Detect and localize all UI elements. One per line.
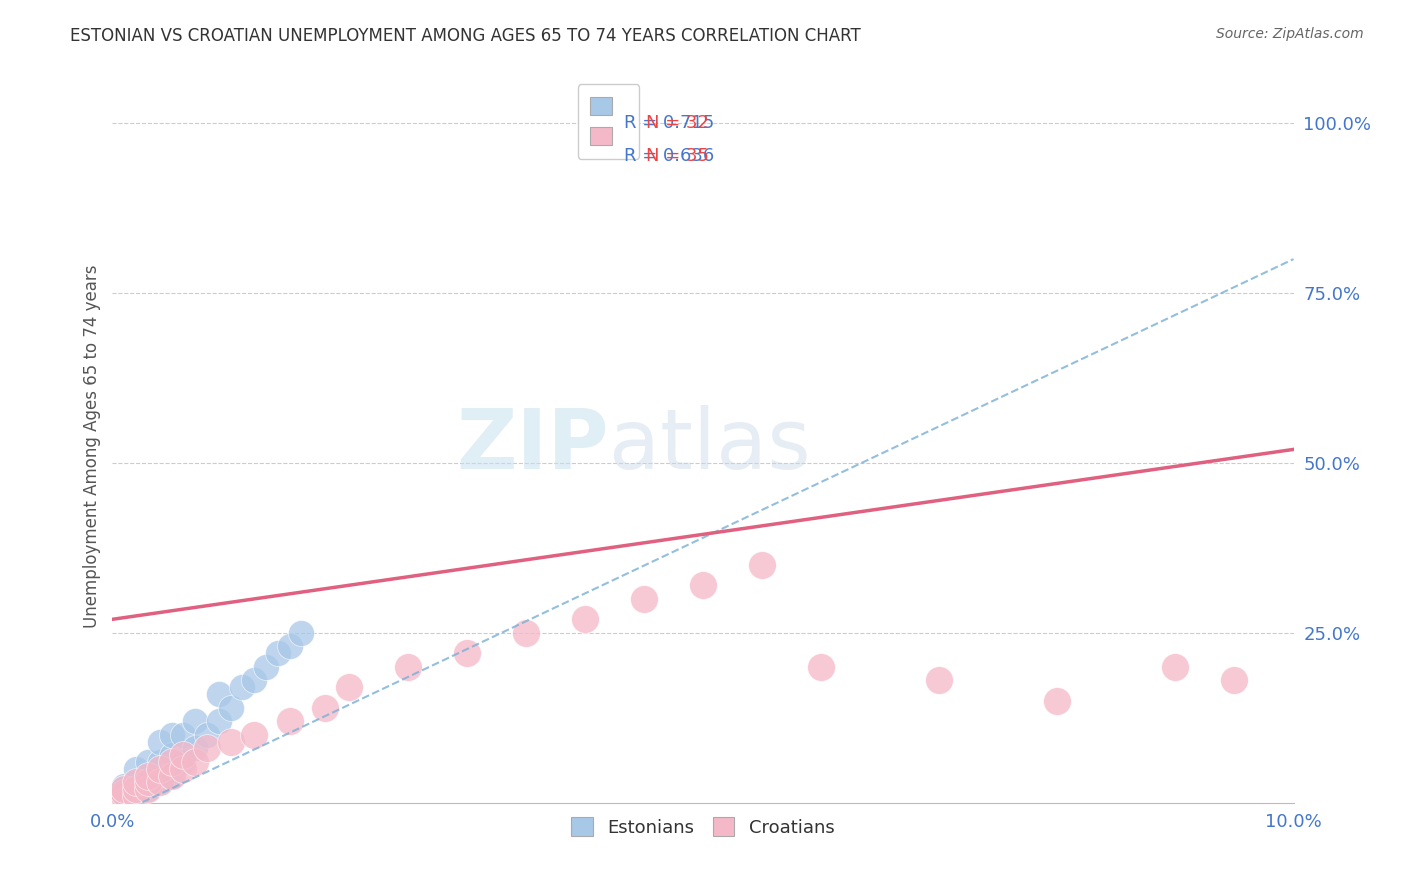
Text: atlas: atlas: [609, 406, 810, 486]
Point: [112, 789, 135, 803]
Point: [184, 741, 207, 756]
Point: [149, 755, 172, 769]
Point: [751, 558, 773, 572]
Point: [633, 591, 655, 606]
Point: [1223, 673, 1246, 688]
Point: [396, 660, 419, 674]
Point: [160, 769, 183, 783]
Point: [112, 782, 135, 797]
Point: [172, 748, 194, 763]
Point: [136, 755, 159, 769]
Point: [112, 786, 135, 800]
Point: [149, 734, 172, 748]
Point: [125, 762, 148, 776]
Point: [928, 673, 950, 688]
Text: ESTONIAN VS CROATIAN UNEMPLOYMENT AMONG AGES 65 TO 74 YEARS CORRELATION CHART: ESTONIAN VS CROATIAN UNEMPLOYMENT AMONG …: [70, 27, 860, 45]
Point: [172, 762, 194, 776]
Point: [574, 612, 596, 626]
Point: [456, 646, 478, 660]
Point: [136, 782, 159, 797]
Point: [195, 728, 218, 742]
Legend: Estonians, Croatians: Estonians, Croatians: [564, 810, 842, 844]
Point: [160, 769, 183, 783]
Point: [112, 779, 135, 793]
Point: [243, 673, 266, 688]
Point: [1046, 694, 1069, 708]
Point: [219, 700, 242, 714]
Point: [208, 687, 231, 701]
Point: [149, 762, 172, 776]
Point: [125, 775, 148, 789]
Point: [149, 775, 172, 789]
Point: [125, 782, 148, 797]
Point: [184, 714, 207, 729]
Point: [254, 660, 277, 674]
Point: [149, 775, 172, 789]
Text: Source: ZipAtlas.com: Source: ZipAtlas.com: [1216, 27, 1364, 41]
Point: [219, 734, 242, 748]
Point: [112, 789, 135, 803]
Point: [112, 792, 135, 806]
Point: [515, 626, 537, 640]
Text: ZIP: ZIP: [456, 406, 609, 486]
Point: [125, 789, 148, 803]
Text: R = 0.715: R = 0.715: [624, 114, 714, 132]
Point: [136, 769, 159, 783]
Point: [195, 741, 218, 756]
Point: [184, 755, 207, 769]
Point: [136, 769, 159, 783]
Point: [160, 748, 183, 763]
Point: [125, 789, 148, 803]
Point: [208, 714, 231, 729]
Point: [337, 680, 360, 694]
Point: [112, 782, 135, 797]
Text: R = 0.636: R = 0.636: [624, 147, 714, 165]
Point: [810, 660, 832, 674]
Point: [125, 782, 148, 797]
Point: [290, 626, 312, 640]
Point: [136, 782, 159, 797]
Point: [692, 578, 714, 592]
Point: [267, 646, 290, 660]
Point: [125, 775, 148, 789]
Point: [231, 680, 253, 694]
Point: [314, 700, 336, 714]
Point: [112, 786, 135, 800]
Y-axis label: Unemployment Among Ages 65 to 74 years: Unemployment Among Ages 65 to 74 years: [83, 264, 101, 628]
Point: [160, 728, 183, 742]
Point: [172, 755, 194, 769]
Point: [172, 728, 194, 742]
Point: [278, 640, 301, 654]
Point: [160, 755, 183, 769]
Text: N = 32: N = 32: [645, 114, 709, 132]
Point: [278, 714, 301, 729]
Point: [136, 775, 159, 789]
Point: [243, 728, 266, 742]
Point: [1164, 660, 1187, 674]
Text: N = 35: N = 35: [645, 147, 709, 165]
Point: [112, 792, 135, 806]
